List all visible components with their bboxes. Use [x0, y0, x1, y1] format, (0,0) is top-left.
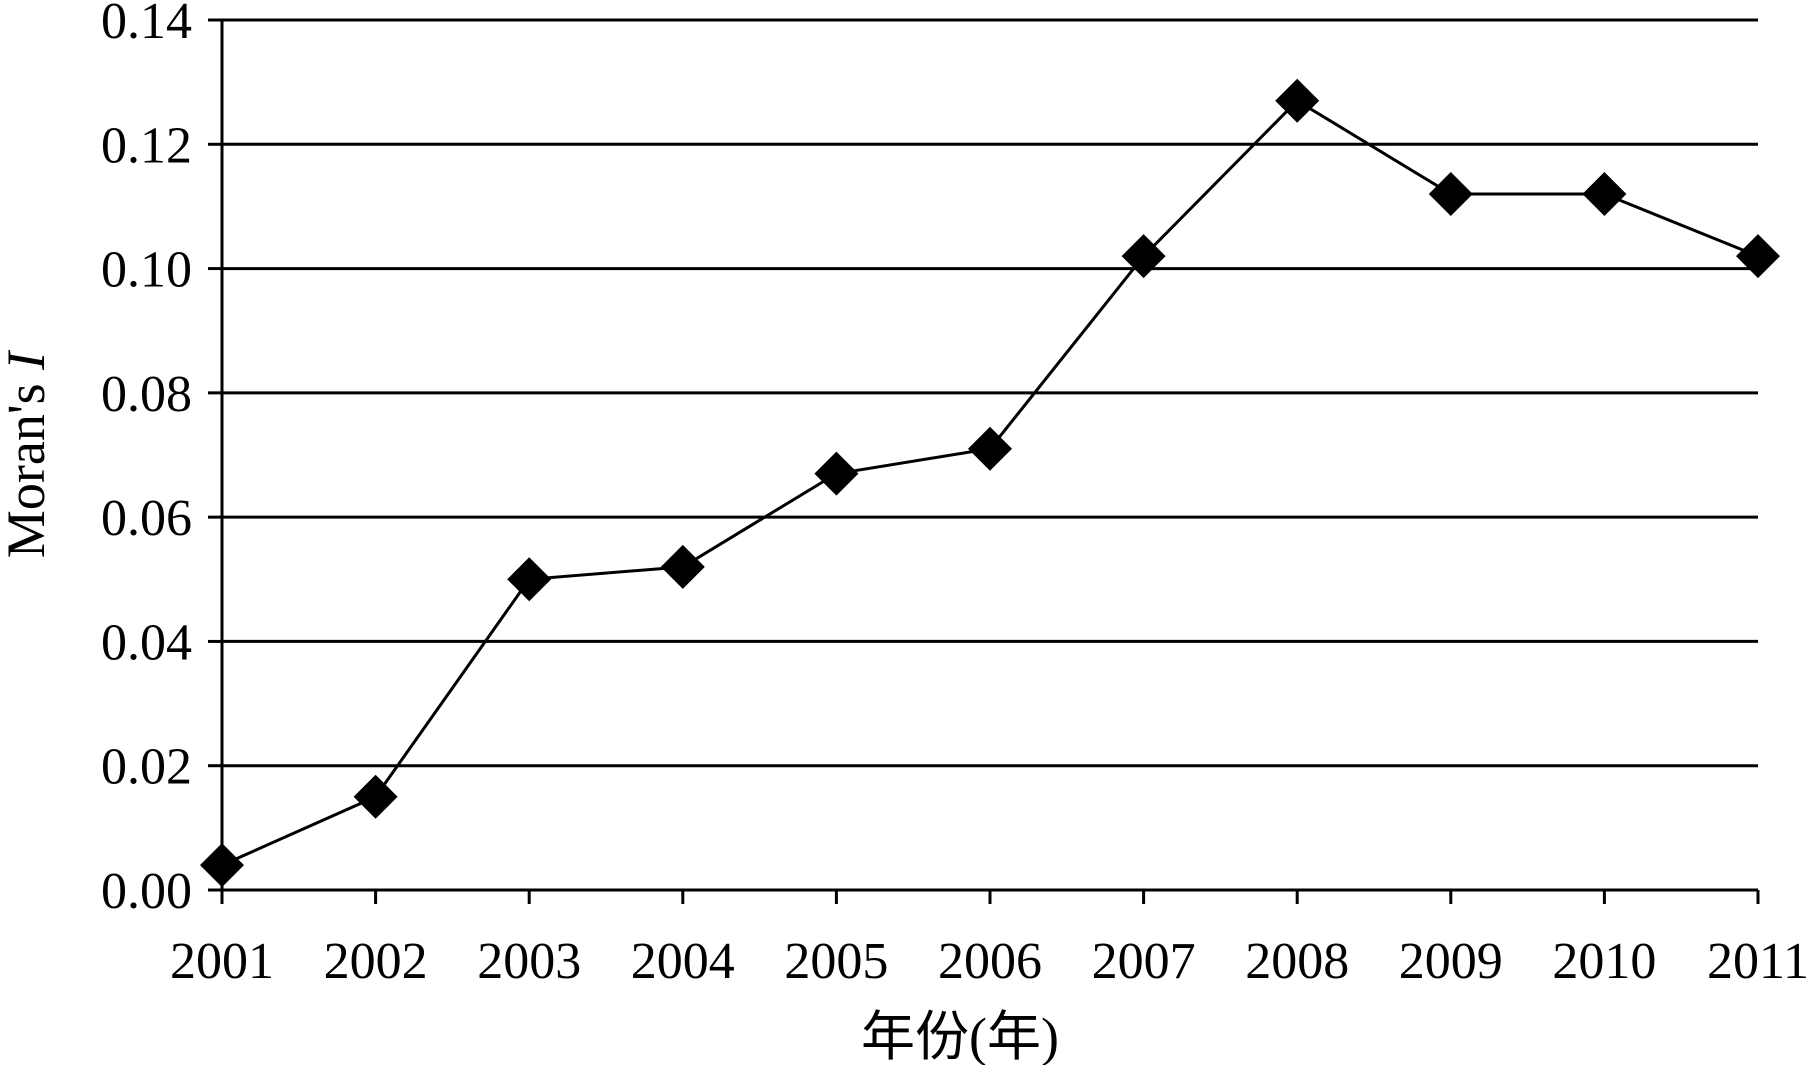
data-point-marker	[1582, 172, 1627, 216]
x-tick-label: 2005	[784, 933, 888, 990]
data-point-marker	[968, 426, 1012, 471]
series-line	[221, 98, 1759, 867]
y-tick-label: 0.08	[101, 366, 192, 423]
x-tick-label: 2011	[1707, 933, 1808, 990]
y-tick-label: 0.14	[101, 0, 192, 50]
x-tick-label: 2004	[631, 933, 735, 990]
x-tick-label: 2001	[170, 933, 274, 990]
y-axis-title: Moran's I	[0, 349, 56, 558]
data-point-marker	[1275, 78, 1320, 123]
y-tick-label: 0.12	[101, 117, 192, 174]
y-tick-label: 0.04	[101, 614, 192, 671]
x-tick-label: 2007	[1092, 933, 1196, 990]
data-point-marker	[1428, 172, 1473, 216]
gridlines	[208, 18, 1758, 892]
data-point-marker	[660, 544, 705, 589]
data-point-marker	[1736, 234, 1780, 279]
x-tick-label: 2002	[324, 933, 428, 990]
y-axis-title-main: Moran's	[0, 370, 56, 558]
y-tick-labels: 0.00 0.02 0.04 0.06 0.08 0.10 0.12 0.14	[101, 0, 192, 920]
y-tick-label: 0.02	[101, 739, 192, 796]
x-tick-label: 2003	[477, 933, 581, 990]
y-axis-title-italic: I	[0, 349, 56, 371]
x-tick-label: 2009	[1399, 933, 1503, 990]
x-tick-label: 2010	[1552, 933, 1656, 990]
data-point-marker	[507, 557, 552, 602]
y-tick-label: 0.10	[101, 242, 192, 299]
data-markers	[200, 78, 1780, 888]
data-point-marker	[814, 451, 859, 496]
data-point-marker	[200, 843, 244, 888]
y-tick-label: 0.00	[101, 863, 192, 920]
x-tick-label: 2008	[1245, 933, 1349, 990]
x-axis-title: 年份(年)	[861, 1007, 1059, 1065]
x-tick-label: 2006	[938, 933, 1042, 990]
x-tick-labels: 2001 2002 2003 2004 2005 2006 2007 2008 2009 2010…	[170, 933, 1808, 990]
y-tick-label: 0.06	[101, 490, 192, 547]
data-point-marker	[1121, 234, 1166, 279]
axes	[220, 20, 1760, 904]
data-point-marker	[353, 774, 398, 819]
